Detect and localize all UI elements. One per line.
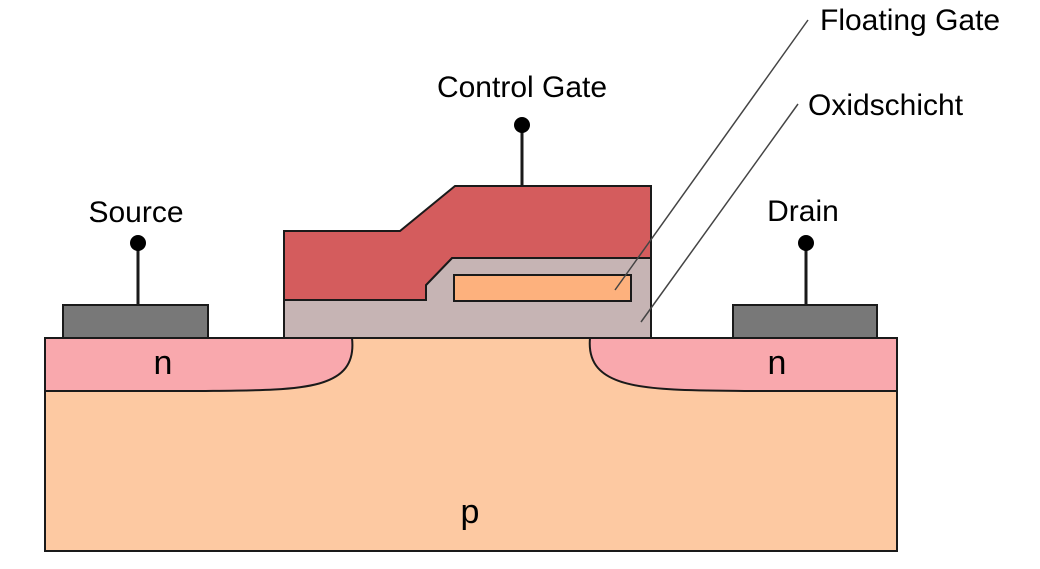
n-region-source-label: n	[154, 344, 173, 382]
floating-gate-label: Floating Gate	[820, 4, 1000, 37]
source-pin	[130, 235, 146, 251]
control-gate-pin	[514, 117, 530, 133]
drain-contact	[732, 304, 878, 339]
drain-label: Drain	[767, 195, 839, 228]
control-gate-terminal	[514, 117, 530, 186]
drain-terminal	[798, 235, 814, 305]
n-region-source	[44, 337, 354, 392]
source-contact	[62, 304, 209, 339]
n-region-drain	[588, 337, 898, 392]
source-label: Source	[88, 196, 183, 229]
oxide-layer-label: Oxidschicht	[808, 89, 964, 122]
control-gate	[283, 185, 652, 301]
oxide-layer-leader	[640, 103, 799, 323]
source-terminal	[130, 235, 146, 305]
control-gate-label: Control Gate	[437, 71, 607, 104]
floating-gate-leader	[614, 19, 809, 291]
floating-gate	[453, 274, 632, 302]
p-substrate-label: p	[461, 493, 480, 531]
drain-pin	[798, 235, 814, 251]
n-region-drain-label: n	[768, 344, 787, 382]
